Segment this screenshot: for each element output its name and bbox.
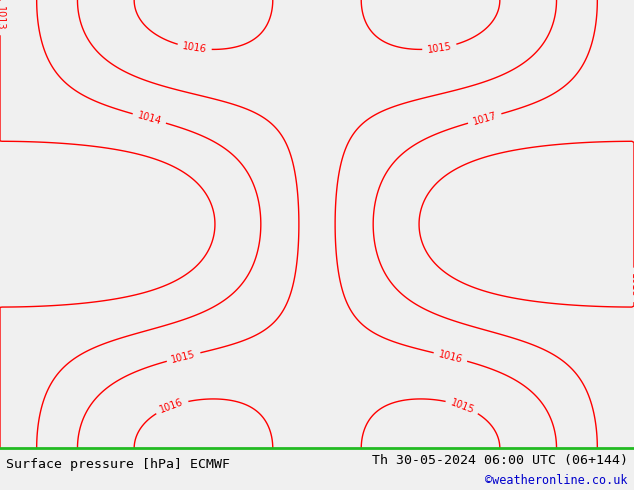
Text: 1016: 1016 (437, 349, 463, 365)
Text: ©weatheronline.co.uk: ©weatheronline.co.uk (485, 474, 628, 488)
Text: 1014: 1014 (136, 110, 162, 126)
Text: 1018: 1018 (629, 272, 634, 297)
Text: 1015: 1015 (427, 41, 453, 55)
Text: 1017: 1017 (472, 110, 498, 126)
Text: 1013: 1013 (0, 6, 5, 30)
Text: Th 30-05-2024 06:00 UTC (06+144): Th 30-05-2024 06:00 UTC (06+144) (372, 454, 628, 466)
Text: 1015: 1015 (171, 349, 197, 365)
Text: Surface pressure [hPa] ECMWF: Surface pressure [hPa] ECMWF (6, 458, 230, 471)
Text: 1015: 1015 (449, 397, 476, 415)
Text: 1016: 1016 (182, 41, 207, 55)
Text: 1016: 1016 (158, 397, 185, 415)
